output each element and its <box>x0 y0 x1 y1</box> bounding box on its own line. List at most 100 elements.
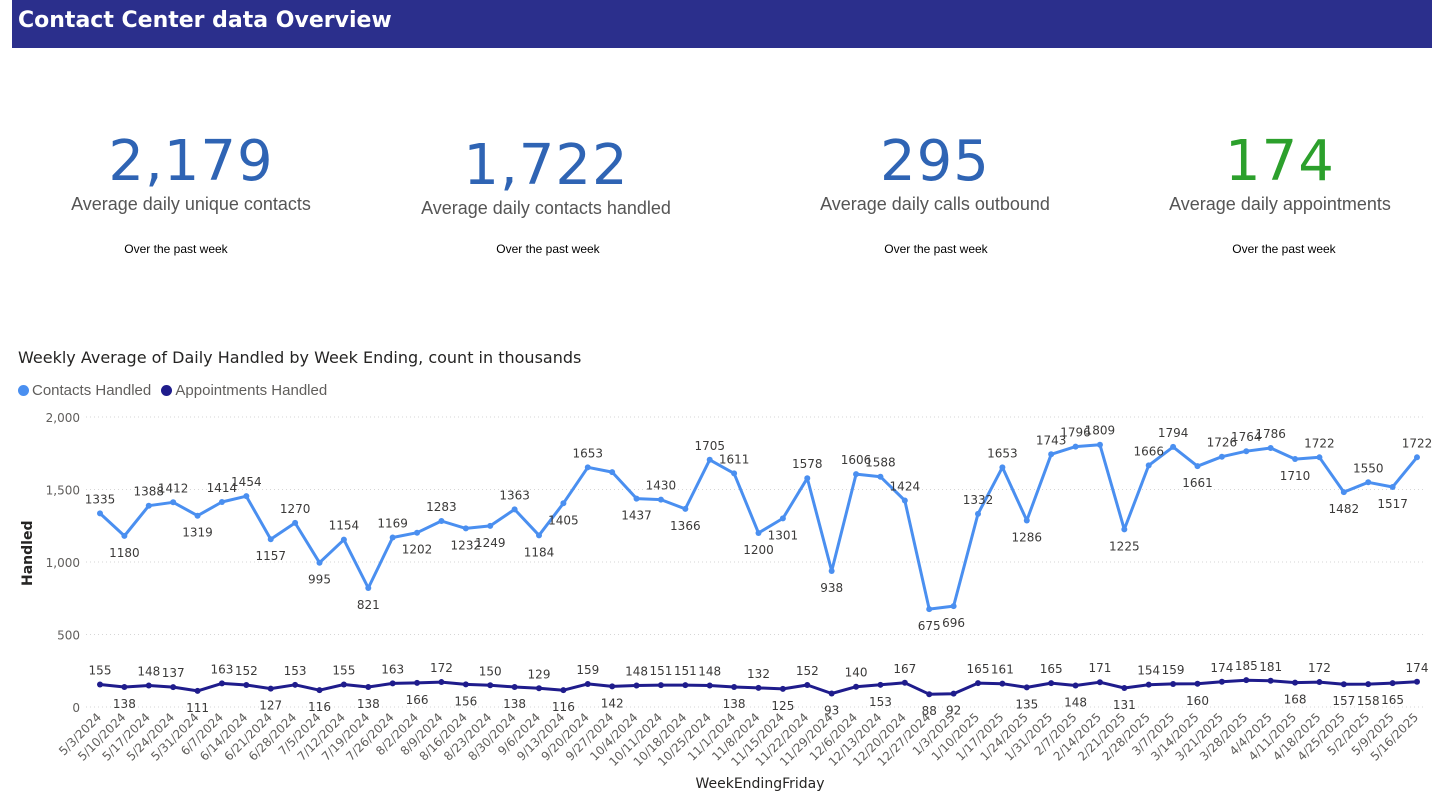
data-point <box>1267 445 1274 452</box>
data-label: 156 <box>454 694 477 708</box>
data-label: 1366 <box>670 519 701 533</box>
data-label: 1482 <box>1329 502 1360 516</box>
data-point <box>292 681 299 688</box>
data-label: 1414 <box>207 481 238 495</box>
data-point <box>1048 451 1055 458</box>
data-label: 148 <box>625 665 648 679</box>
data-point <box>1218 453 1225 460</box>
data-point <box>292 519 299 526</box>
legend-item-contacts[interactable]: Contacts Handled <box>18 382 151 399</box>
data-label: 1184 <box>524 545 555 559</box>
data-label: 155 <box>332 664 355 678</box>
data-label: 1722 <box>1402 436 1433 450</box>
data-label: 1200 <box>743 543 774 557</box>
data-point <box>755 530 762 536</box>
y-tick-label: 0 <box>72 701 80 715</box>
data-label: 137 <box>162 666 185 680</box>
data-point <box>1170 680 1177 687</box>
data-point <box>828 690 835 697</box>
data-point <box>731 470 738 477</box>
data-label: 1454 <box>231 475 262 489</box>
data-point <box>901 679 908 686</box>
data-label: 138 <box>113 697 136 711</box>
data-label: 1335 <box>85 492 116 506</box>
kpi-subtitle: Over the past week <box>496 242 600 256</box>
data-label: 93 <box>824 704 839 718</box>
kpi-subtitle: Over the past week <box>884 242 988 256</box>
data-point <box>1316 454 1323 461</box>
data-point <box>1096 441 1103 448</box>
data-point <box>1267 677 1274 684</box>
data-label: 138 <box>357 697 380 711</box>
data-label: 1606 <box>841 453 872 467</box>
data-point <box>121 532 128 539</box>
kpi-subtitle: Over the past week <box>124 242 228 256</box>
data-point <box>414 529 421 536</box>
data-label: 1319 <box>182 526 213 540</box>
data-label: 135 <box>1015 697 1038 711</box>
data-label: 116 <box>552 700 575 714</box>
data-point <box>999 680 1006 687</box>
data-point <box>1292 679 1299 686</box>
data-label: 1232 <box>451 538 482 552</box>
data-label: 153 <box>284 664 307 678</box>
legend-item-appointments[interactable]: Appointments Handled <box>161 382 327 399</box>
data-point <box>243 681 250 688</box>
data-point <box>389 680 396 687</box>
data-point <box>145 682 152 689</box>
data-point <box>926 606 933 613</box>
data-point <box>194 512 201 519</box>
data-point <box>1096 679 1103 686</box>
data-point <box>1218 678 1225 685</box>
data-label: 131 <box>1113 698 1136 712</box>
data-point <box>511 506 518 513</box>
data-point <box>414 679 421 686</box>
data-label: 151 <box>649 664 672 678</box>
legend-marker-icon <box>161 385 173 396</box>
data-label: 1430 <box>646 479 677 493</box>
data-label: 142 <box>601 696 624 710</box>
data-point <box>657 496 664 503</box>
data-point <box>975 510 981 517</box>
data-label: 1588 <box>865 456 896 470</box>
data-point <box>340 536 347 543</box>
data-label: 152 <box>796 664 819 678</box>
data-label: 148 <box>137 665 160 679</box>
data-point <box>1389 484 1396 491</box>
data-label: 174 <box>1406 661 1429 675</box>
data-point <box>755 684 762 691</box>
data-label: 1653 <box>987 446 1018 460</box>
data-label: 165 <box>1381 693 1404 707</box>
data-label: 1661 <box>1182 476 1213 490</box>
data-label: 138 <box>503 697 526 711</box>
kpi-contacts-handled: 1,722 Average daily contacts handled <box>410 136 682 219</box>
data-point <box>1365 479 1372 486</box>
y-tick-label: 1,000 <box>46 556 80 570</box>
data-point <box>853 683 860 690</box>
data-point <box>438 517 445 524</box>
y-tick-label: 1,500 <box>46 484 80 498</box>
data-label: 88 <box>922 704 937 718</box>
kpi-calls-outbound: 295 Average daily calls outbound <box>805 132 1065 215</box>
data-point <box>706 456 713 463</box>
data-label: 1388 <box>134 485 165 499</box>
data-point <box>97 681 103 688</box>
data-point <box>170 499 177 506</box>
data-label: 1743 <box>1036 433 1067 447</box>
x-axis-title: WeekEndingFriday <box>695 776 825 792</box>
data-label: 1611 <box>719 452 750 466</box>
data-label: 151 <box>674 664 697 678</box>
data-point <box>121 683 128 690</box>
data-label: 1437 <box>621 509 652 523</box>
data-point <box>657 682 664 689</box>
data-point <box>1023 517 1030 524</box>
series-line <box>98 443 1419 611</box>
data-point <box>438 679 445 686</box>
data-point <box>901 497 908 504</box>
data-label: 152 <box>235 664 258 678</box>
series-points <box>97 441 1420 698</box>
data-point <box>1170 443 1177 450</box>
data-point <box>1243 448 1250 455</box>
data-label: 1301 <box>768 528 799 542</box>
